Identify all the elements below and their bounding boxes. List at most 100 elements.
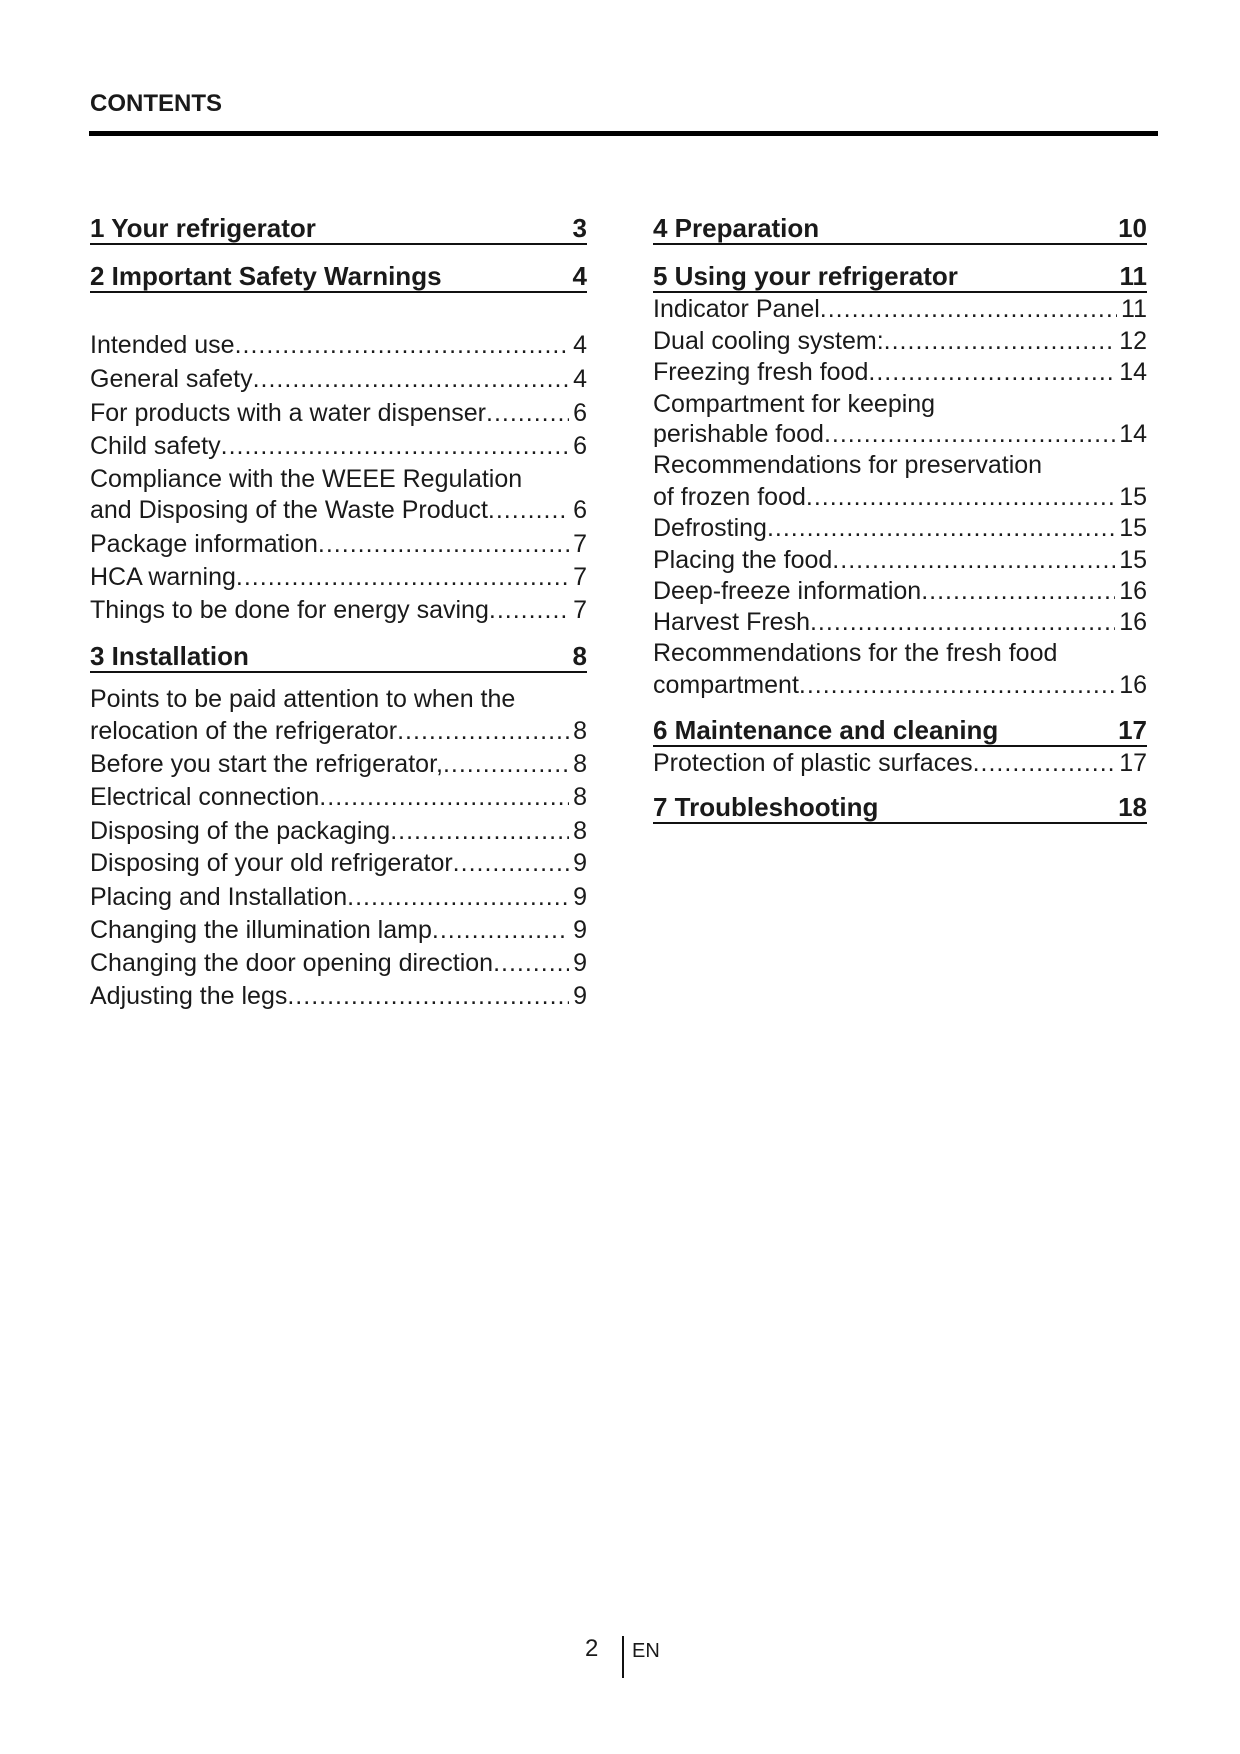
dot-leader [489, 595, 569, 625]
toc-entry[interactable]: Indicator Panel 11 [653, 292, 1147, 324]
toc-entry[interactable]: of frozen food 15 [653, 480, 1147, 512]
toc-entry[interactable]: Things to be done for energy saving 7 [90, 593, 587, 625]
toc-section-heading[interactable]: 6 Maintenance and cleaning 17 [653, 715, 1147, 747]
toc-page-number: 6 [573, 496, 587, 524]
toc-page-number: 8 [573, 717, 587, 745]
toc-entry[interactable]: Deep-freeze information 16 [653, 574, 1147, 606]
toc-entry-title: Placing the food [653, 546, 833, 574]
toc-entry: Compartment for keeping [653, 387, 1147, 419]
toc-entry-title: Dual cooling system: [653, 327, 884, 355]
toc-entry-title: Before you start the refrigerator, [90, 750, 443, 778]
toc-entry-title: Compliance with the WEEE Regulation [90, 465, 523, 493]
dot-leader [319, 782, 569, 812]
toc-section-heading[interactable]: 1 Your refrigerator 3 [90, 213, 587, 245]
toc-entry[interactable]: relocation of the refrigerator 8 [90, 714, 587, 746]
toc-section-heading[interactable]: 3 Installation 8 [90, 641, 587, 673]
toc-page-number: 8 [573, 750, 587, 778]
toc-entry-title: HCA warning [90, 563, 236, 591]
dot-leader [397, 716, 569, 746]
toc-entry-title: Child safety [90, 432, 221, 460]
dot-leader [318, 529, 569, 559]
toc-page-number: 15 [1119, 483, 1147, 511]
toc-section-heading[interactable]: 7 Troubleshooting 18 [653, 792, 1147, 824]
dot-leader [921, 576, 1115, 606]
toc-entry-title: Changing the door opening direction [90, 949, 494, 977]
toc-page-number: 17 [1118, 715, 1147, 745]
page-number: 2 [585, 1635, 599, 1662]
toc-entry[interactable]: compartment 16 [653, 668, 1147, 700]
toc-entry[interactable]: Before you start the refrigerator, 8 [90, 747, 587, 779]
toc-page-number: 16 [1119, 577, 1147, 605]
toc-entry: Compliance with the WEEE Regulation [90, 462, 587, 494]
dot-leader [347, 882, 569, 912]
page-title: CONTENTS [90, 90, 222, 117]
toc-entry-title: Things to be done for energy saving [90, 596, 489, 624]
toc-page-number: 7 [573, 596, 587, 624]
toc-entry[interactable]: Dual cooling system: 12 [653, 324, 1147, 356]
toc-entry-title: 2 Important Safety Warnings [90, 261, 442, 291]
toc-entry[interactable]: Changing the illumination lamp 9 [90, 913, 587, 945]
dot-leader [832, 545, 1115, 575]
toc-entry[interactable]: Protection of plastic surfaces 17 [653, 746, 1147, 778]
toc-entry-title: Indicator Panel [653, 295, 820, 323]
toc-entry[interactable]: Freezing fresh food 14 [653, 355, 1147, 387]
toc-entry-title: General safety [90, 365, 253, 393]
toc-entry[interactable]: Electrical connection 8 [90, 780, 587, 812]
toc-entry[interactable]: HCA warning 7 [90, 560, 587, 592]
toc-page-number: 10 [1118, 213, 1147, 243]
toc-entry: Recommendations for the fresh food [653, 636, 1147, 668]
toc-page-number: 6 [573, 432, 587, 460]
dot-leader [390, 816, 569, 846]
toc-entry[interactable]: perishable food 14 [653, 417, 1147, 449]
toc-entry-title: Disposing of your old refrigerator [90, 849, 453, 877]
toc-page-number: 4 [572, 261, 587, 291]
toc-entry-title: Defrosting [653, 514, 767, 542]
toc-entry-title: of frozen food [653, 483, 806, 511]
toc-entry[interactable]: Placing and Installation 9 [90, 880, 587, 912]
toc-section-heading[interactable]: 2 Important Safety Warnings 4 [90, 261, 587, 293]
dot-leader [973, 748, 1116, 778]
toc-entry[interactable]: General safety 4 [90, 362, 587, 394]
toc-section-heading[interactable]: 4 Preparation 10 [653, 213, 1147, 245]
toc-entry-title: 1 Your refrigerator [90, 213, 316, 243]
toc-entry[interactable]: For products with a water dispenser 6 [90, 396, 587, 428]
toc-entry-title: Compartment for keeping [653, 390, 936, 418]
toc-page-number: 4 [573, 331, 587, 359]
dot-leader [253, 364, 569, 394]
toc-entry[interactable]: and Disposing of the Waste Product 6 [90, 493, 587, 525]
toc-entry[interactable]: Child safety 6 [90, 429, 587, 461]
dot-leader [221, 431, 569, 461]
toc-page-number: 18 [1118, 792, 1147, 822]
toc-page-number: 4 [573, 365, 587, 393]
toc-entry-title: Deep-freeze information [653, 577, 922, 605]
toc-entry[interactable]: Disposing of the packaging 8 [90, 814, 587, 846]
toc-page-number: 8 [572, 641, 587, 671]
toc-page-number: 12 [1119, 327, 1147, 355]
toc-page-number: 15 [1119, 546, 1147, 574]
language-label: EN [632, 1640, 660, 1662]
toc-entry[interactable]: Changing the door opening direction 9 [90, 946, 587, 978]
toc-entry[interactable]: Intended use 4 [90, 328, 587, 360]
toc-entry-title: Intended use [90, 331, 235, 359]
toc-entry[interactable]: Package information 7 [90, 527, 587, 559]
toc-entry-title: Changing the illumination lamp [90, 916, 432, 944]
toc-page-number: 9 [573, 982, 587, 1010]
toc-page-number: 9 [573, 883, 587, 911]
toc-page-number: 7 [573, 530, 587, 558]
toc-page-number: 14 [1119, 420, 1147, 448]
toc-entry[interactable]: Defrosting 15 [653, 511, 1147, 543]
toc-section-heading[interactable]: 5 Using your refrigerator 11 [653, 261, 1147, 293]
toc-entry-title: 6 Maintenance and cleaning [653, 715, 999, 745]
toc-page-number: 9 [573, 849, 587, 877]
toc-entry[interactable]: Adjusting the legs 9 [90, 979, 587, 1011]
toc-entry[interactable]: Disposing of your old refrigerator 9 [90, 846, 587, 878]
footer-divider [622, 1636, 624, 1678]
toc-entry-title: Harvest Fresh [653, 608, 810, 636]
toc-entry[interactable]: Placing the food 15 [653, 543, 1147, 575]
toc-entry-title: and Disposing of the Waste Product [90, 496, 488, 524]
toc-page-number: 11 [1119, 261, 1148, 291]
toc-entry[interactable]: Harvest Fresh 16 [653, 605, 1147, 637]
toc-page-number: 8 [573, 783, 587, 811]
toc-page-number: 15 [1119, 514, 1147, 542]
toc-entry-title: Protection of plastic surfaces [653, 749, 973, 777]
